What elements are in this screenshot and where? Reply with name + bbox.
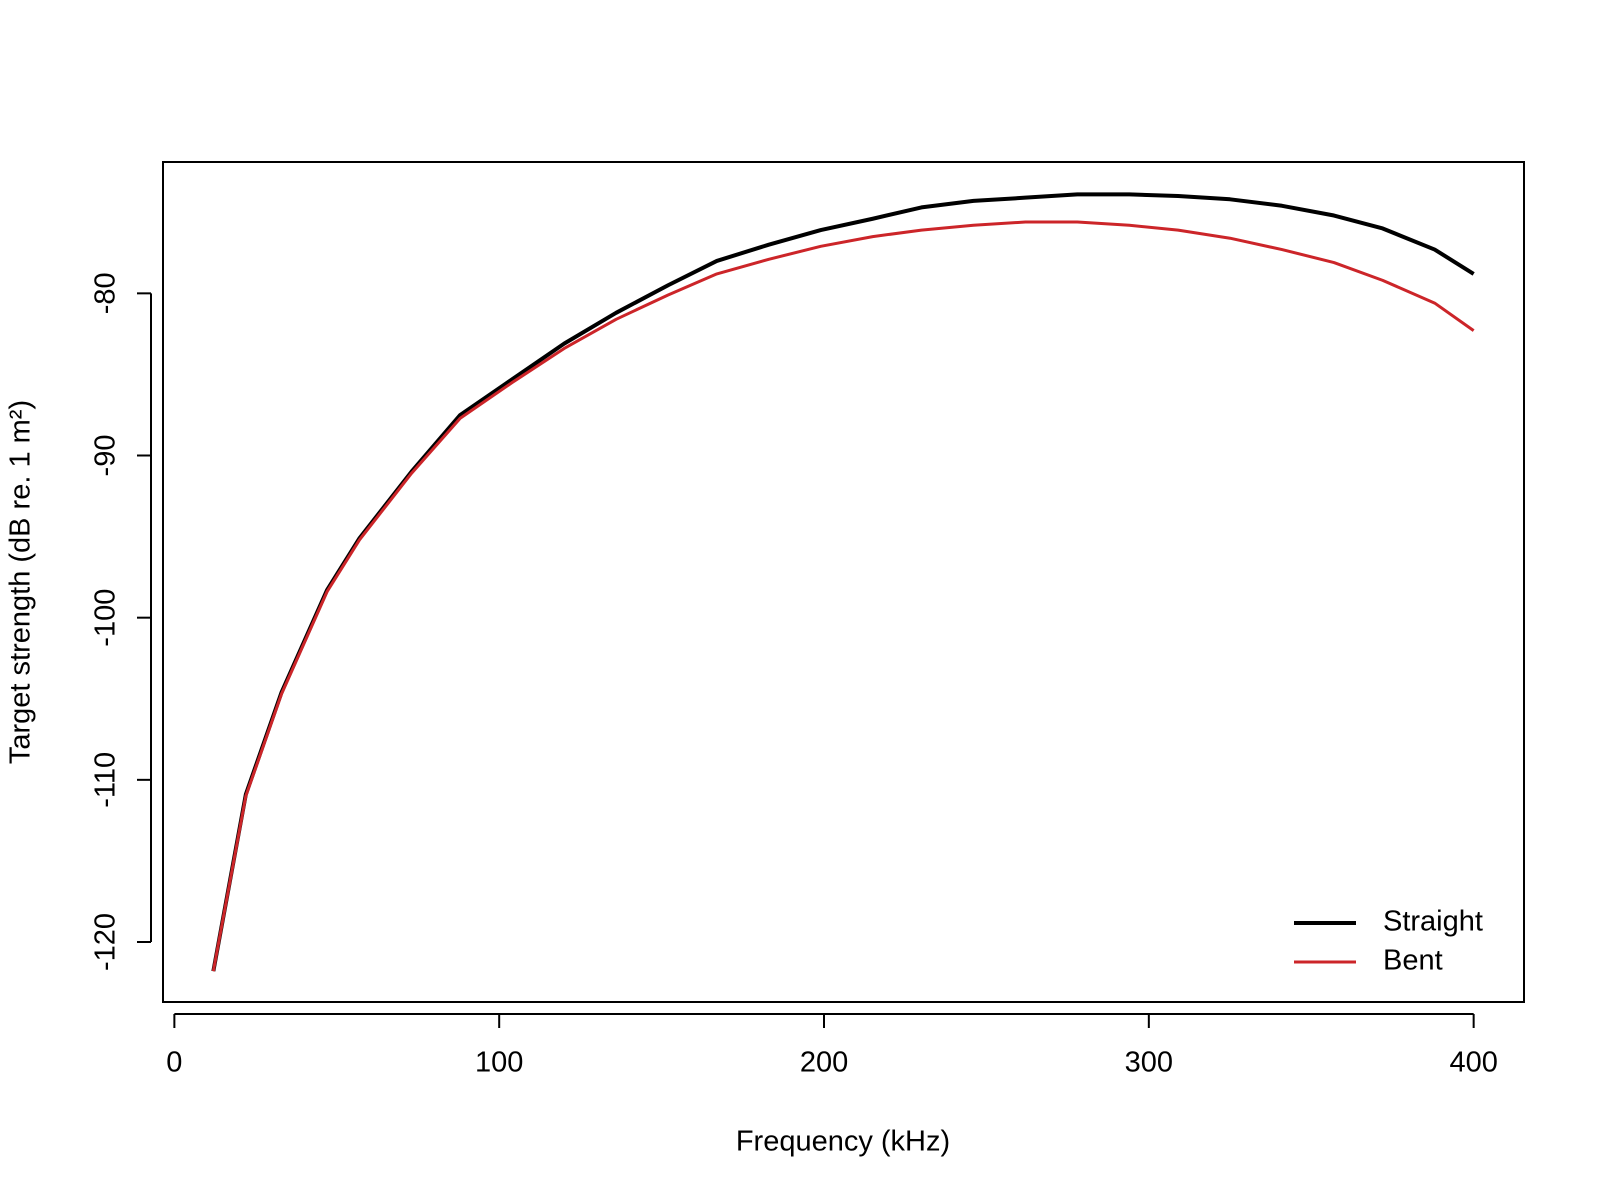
series-line [211,220,1475,972]
y-tick-label: -90 [90,435,122,477]
x-tick-label: 200 [800,1047,848,1079]
y-tick-label: -120 [90,913,122,971]
x-tick-label: 300 [1125,1047,1173,1079]
x-tick-label: 0 [166,1047,182,1079]
x-tick-label: 100 [475,1047,523,1079]
x-tick-label: 400 [1449,1047,1497,1079]
y-tick-label: -110 [90,752,122,808]
y-tick-label: -80 [90,272,122,314]
legend-label: Straight [1383,906,1483,938]
y-axis-label: Target strength (dB re. 1 m²) [5,400,37,764]
y-tick-label: -100 [90,589,122,647]
plot-frame [162,161,1525,1003]
series-line [211,192,1475,972]
legend-label: Bent [1383,945,1443,977]
x-axis-label: Frequency (kHz) [736,1126,950,1158]
